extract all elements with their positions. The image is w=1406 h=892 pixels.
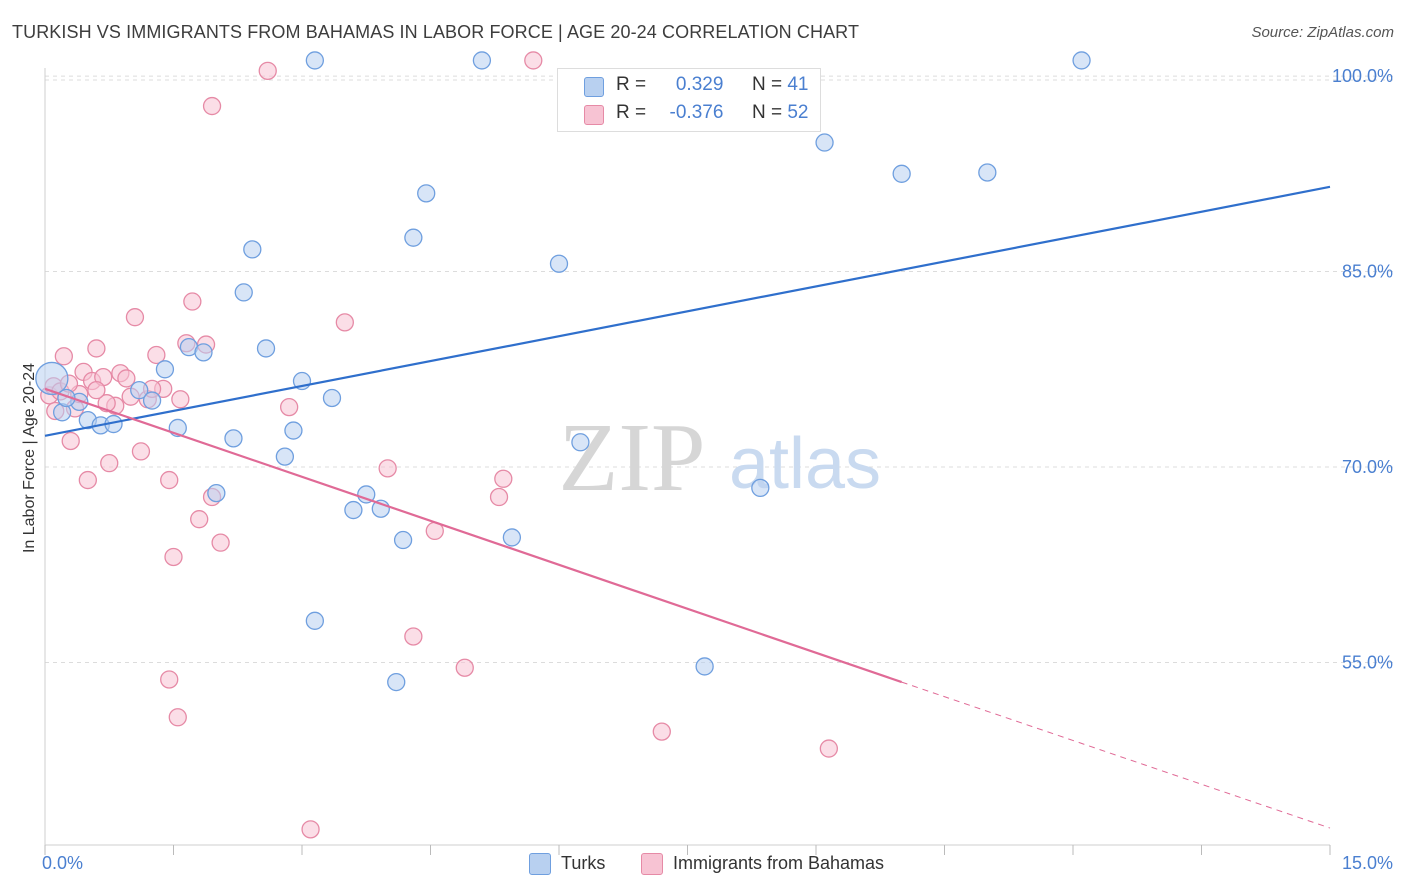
bahamas-point xyxy=(61,431,80,451)
y-tick-label: 55.0% xyxy=(1342,653,1393,673)
bahamas-point xyxy=(455,658,474,677)
turks-point xyxy=(224,429,243,448)
axes xyxy=(44,68,1331,855)
turks-point xyxy=(978,163,997,182)
turks-point xyxy=(130,381,149,400)
legend-n-label: N = xyxy=(751,102,783,123)
bahamas-point xyxy=(524,51,543,70)
bahamas-point xyxy=(87,339,106,358)
bahamas-trend-extension xyxy=(901,681,1331,829)
bahamas-point xyxy=(489,487,509,507)
turks-point xyxy=(393,530,413,550)
turks-point xyxy=(751,478,770,498)
turks-point xyxy=(815,133,834,152)
legend-r-value-bahamas: -0.376 xyxy=(669,102,724,123)
bahamas-point xyxy=(404,627,423,646)
turks-point xyxy=(1072,51,1091,70)
bahamas-trend-line xyxy=(44,387,903,684)
turks-point xyxy=(207,483,226,503)
tick-labels: 55.0% 70.0% 85.0% 100.0% 0.0% 15.0% xyxy=(42,66,1393,873)
bahamas-point xyxy=(100,453,119,473)
turks-point xyxy=(404,228,423,247)
turks-point xyxy=(571,433,590,452)
turks-point xyxy=(142,391,162,410)
bahamas-point xyxy=(190,510,209,529)
turks-point xyxy=(305,51,325,70)
legend-r-value-turks: 0.329 xyxy=(675,74,724,95)
watermark: ZIP atlas xyxy=(559,404,882,512)
turks-point xyxy=(892,164,911,183)
bahamas-point xyxy=(78,470,97,490)
bahamas-point xyxy=(160,670,179,689)
source-label: Source: ZipAtlas.com xyxy=(1251,24,1394,41)
bahamas-point xyxy=(211,533,230,552)
correlation-legend: R = 0.329 N = 41 R = -0.376 N = 52 xyxy=(557,68,821,132)
turks-point xyxy=(256,339,276,358)
turks-point xyxy=(695,657,714,676)
bahamas-point xyxy=(279,397,299,417)
bottom-legend-label-turks: Turks xyxy=(561,853,606,873)
series-bahamas-points xyxy=(40,51,838,839)
bahamas-point xyxy=(301,820,320,839)
y-tick-label: 100.0% xyxy=(1332,66,1393,86)
bahamas-point xyxy=(202,96,222,116)
bahamas-point xyxy=(125,308,145,327)
turks-point xyxy=(275,447,295,466)
turks-point xyxy=(472,51,492,70)
y-tick-label: 70.0% xyxy=(1342,457,1393,477)
turks-point xyxy=(234,283,253,302)
bahamas-point xyxy=(258,61,277,81)
bahamas-point xyxy=(652,722,671,741)
bahamas-point xyxy=(378,459,397,478)
bahamas-point xyxy=(131,442,151,461)
bottom-legend-swatch-bahamas xyxy=(641,853,663,875)
turks-point xyxy=(417,184,436,203)
turks-point xyxy=(322,388,342,408)
turks-point xyxy=(387,672,406,692)
watermark-atlas: atlas xyxy=(729,424,881,504)
turks-point xyxy=(502,528,522,547)
legend-swatch-bahamas xyxy=(584,105,604,125)
legend-n-value-turks: 41 xyxy=(787,74,809,95)
y-tick-label: 85.0% xyxy=(1342,262,1393,282)
turks-point xyxy=(357,485,376,504)
watermark-zip: ZIP xyxy=(559,404,706,512)
legend-r-label: R = xyxy=(616,102,647,123)
x-tick-label: 0.0% xyxy=(42,853,83,873)
turks-point xyxy=(284,421,303,440)
legend-swatch-turks xyxy=(584,77,604,97)
turks-point xyxy=(194,343,213,362)
bahamas-point xyxy=(117,369,136,388)
bahamas-point xyxy=(171,390,190,409)
x-tick-label: 15.0% xyxy=(1342,853,1393,873)
bahamas-point xyxy=(183,292,202,311)
bahamas-point xyxy=(335,313,354,332)
bahamas-point xyxy=(87,381,106,400)
series-turks-points xyxy=(35,51,1091,692)
bahamas-point xyxy=(160,470,179,490)
turks-trend-line xyxy=(44,185,1331,437)
turks-point xyxy=(243,240,262,259)
bahamas-point xyxy=(164,547,183,567)
turks-point xyxy=(549,254,569,273)
legend-n-value-bahamas: 52 xyxy=(787,102,809,123)
legend-n-label: N = xyxy=(751,74,783,95)
legend-r-label: R = xyxy=(616,74,647,95)
turks-point xyxy=(344,500,363,520)
bahamas-point xyxy=(54,347,73,366)
bahamas-point xyxy=(819,739,838,758)
bahamas-point xyxy=(168,708,187,727)
bottom-legend-label-bahamas: Immigrants from Bahamas xyxy=(673,853,885,873)
bahamas-point xyxy=(147,345,166,365)
bottom-legend-swatch-turks xyxy=(529,853,551,875)
bahamas-point xyxy=(494,469,513,488)
turks-point xyxy=(155,360,175,379)
chart-title: TURKISH VS IMMIGRANTS FROM BAHAMAS IN LA… xyxy=(12,22,860,42)
trend-lines xyxy=(44,185,1331,829)
turks-point xyxy=(305,611,325,630)
turks-point xyxy=(35,361,69,396)
gridlines xyxy=(45,75,1395,664)
